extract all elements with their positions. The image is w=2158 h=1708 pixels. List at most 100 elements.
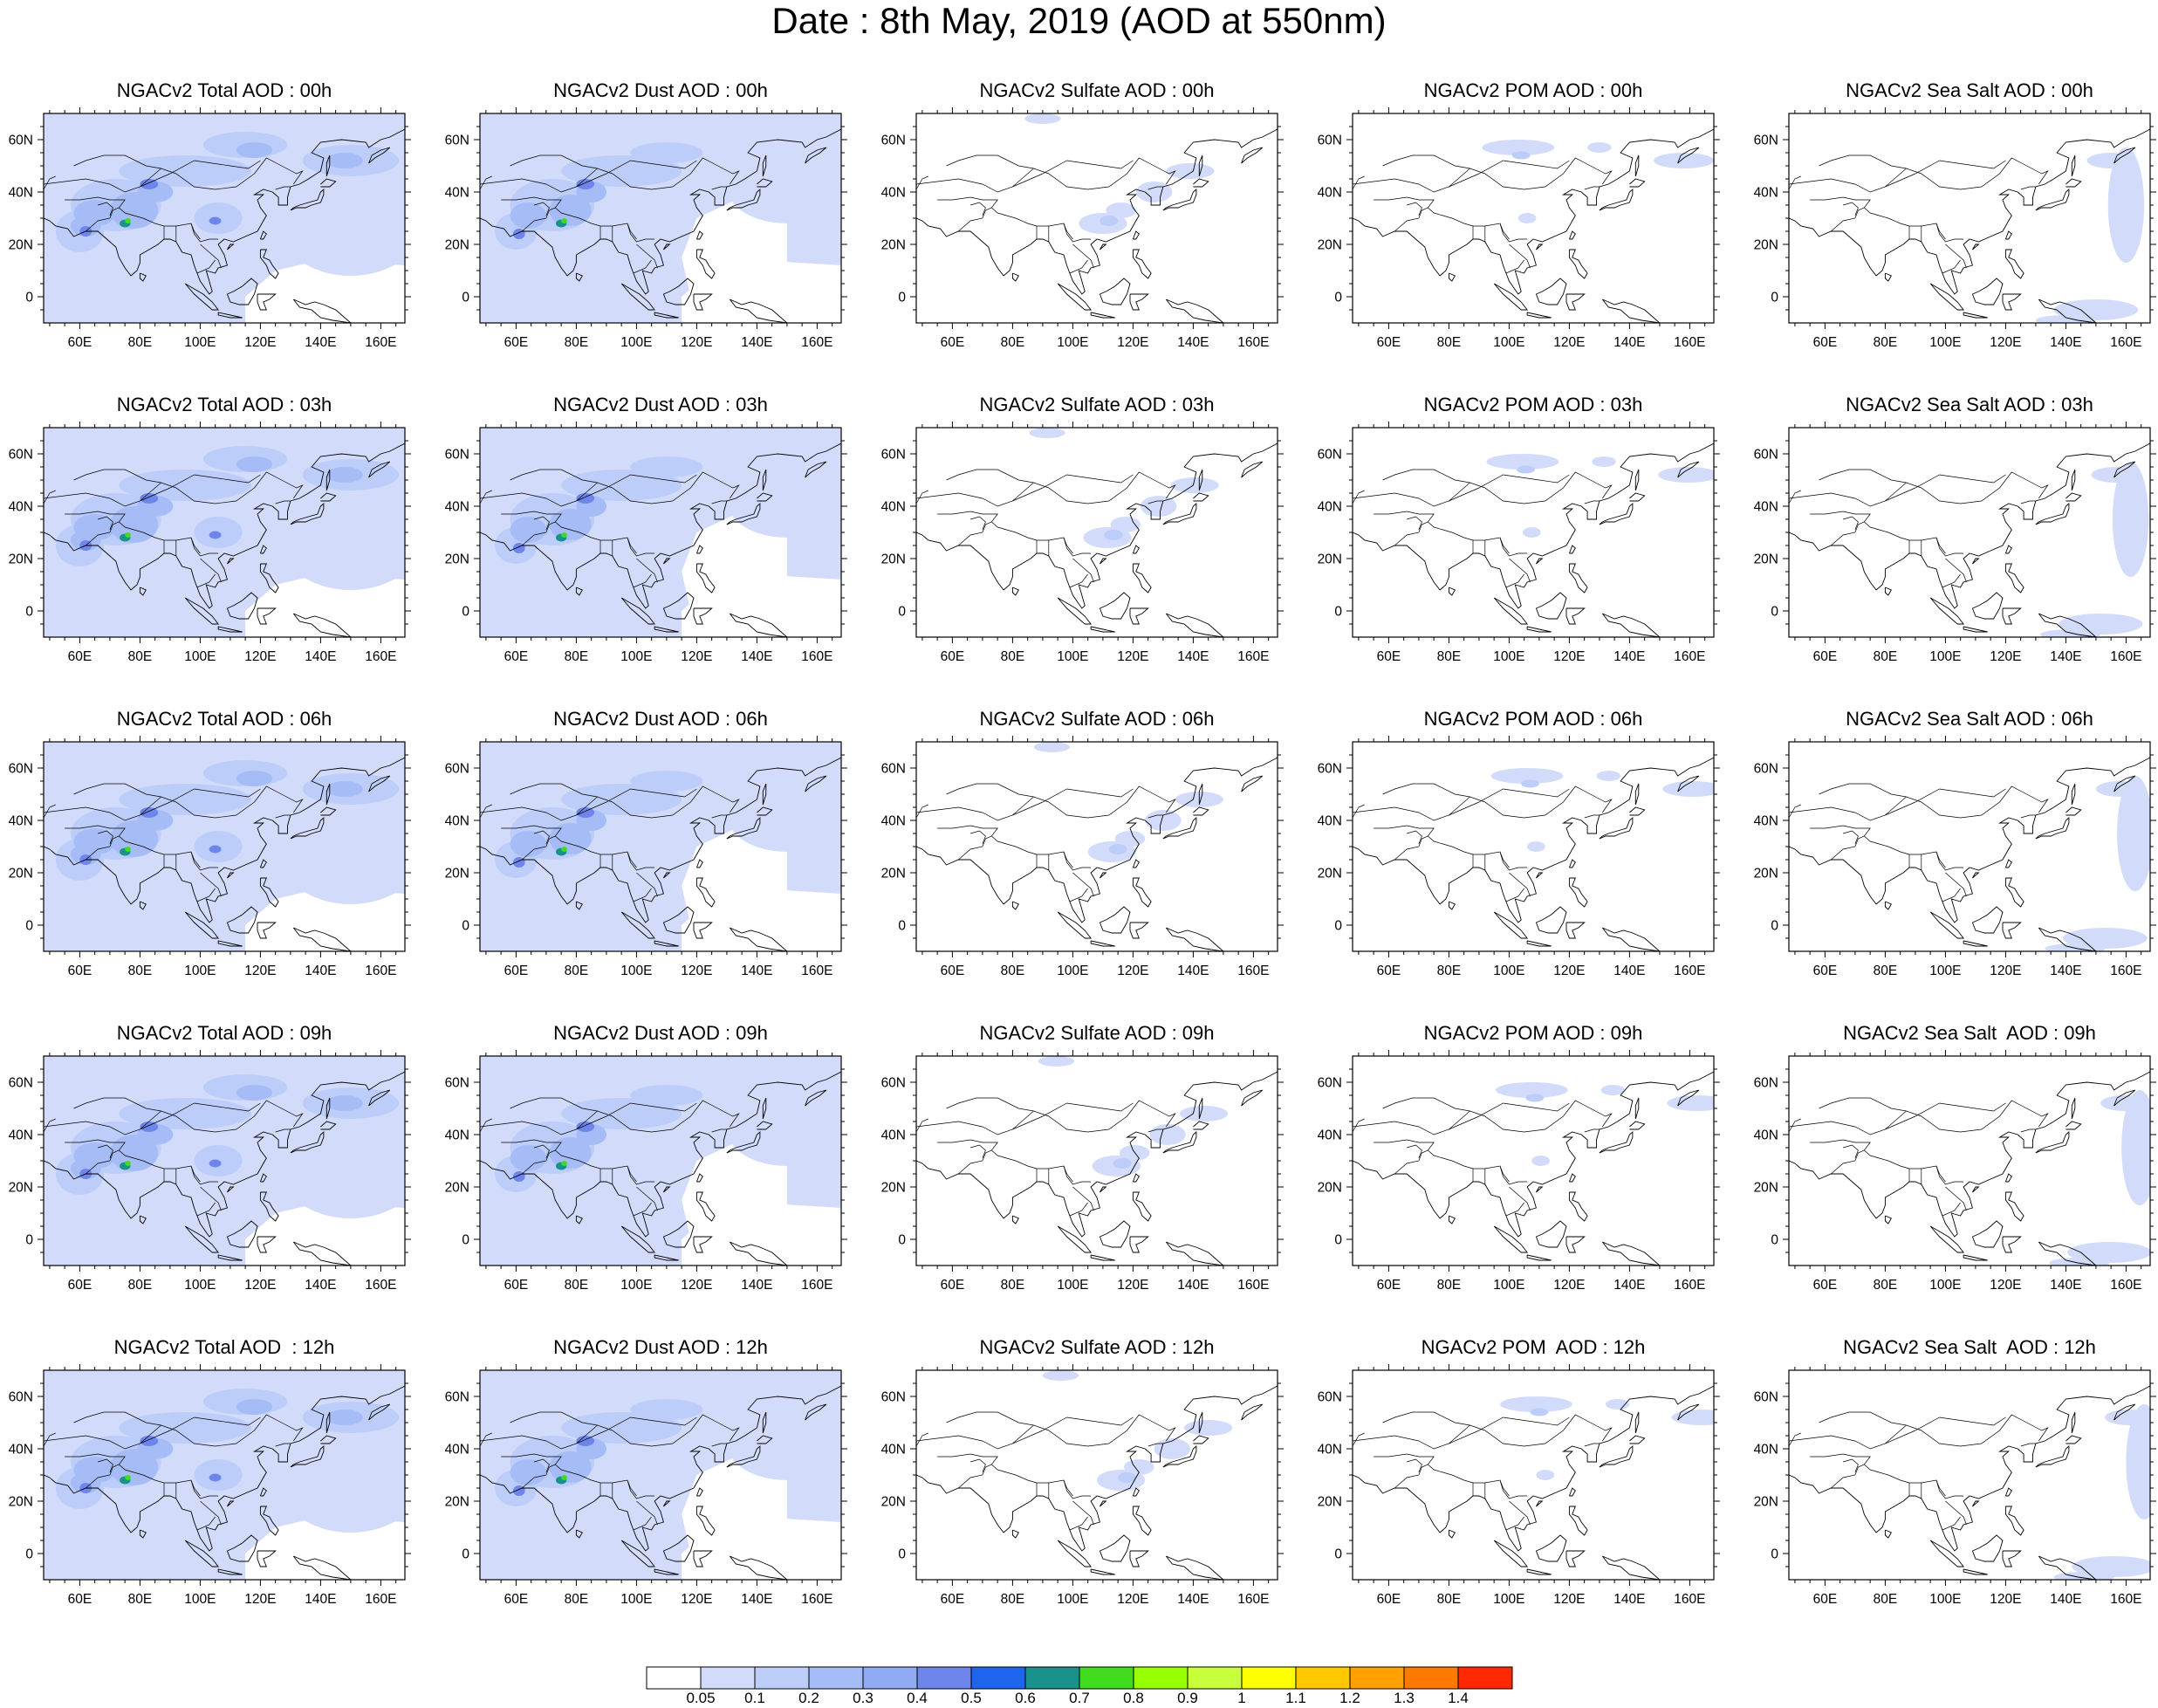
lon-tick-label: 80E (1437, 964, 1462, 978)
coastline (1241, 1403, 1264, 1421)
aod-plume (119, 1412, 252, 1444)
lat-tick-label: 20N (445, 1495, 469, 1510)
country-border (275, 1443, 291, 1447)
aod-plume (1527, 841, 1545, 852)
aod-clear-region (682, 1454, 787, 1580)
lon-tick-label: 120E (244, 1278, 276, 1293)
aod-plume (1106, 202, 1136, 218)
coastline (290, 1131, 325, 1154)
country-border (1819, 1097, 1907, 1112)
country-border (633, 259, 652, 274)
coastline (726, 1445, 761, 1468)
coastline (1526, 1254, 1552, 1261)
coastline (1884, 1215, 1892, 1224)
aod-plume (236, 142, 273, 158)
lat-tick-label: 0 (1771, 1233, 1778, 1248)
coastline (259, 545, 267, 554)
country-border (480, 1100, 740, 1135)
coastline (729, 613, 788, 637)
aod-plume (1517, 465, 1535, 474)
coastline (227, 1186, 235, 1193)
aod-plume (549, 1451, 592, 1483)
lat-tick-label: 60N (1754, 1390, 1778, 1405)
lon-tick-label: 140E (741, 649, 772, 664)
country-border (711, 1443, 727, 1447)
country-border (991, 1149, 1073, 1183)
country-border (916, 785, 1176, 821)
lon-tick-label: 60E (1813, 1592, 1838, 1607)
aod-plume (125, 532, 132, 538)
country-border (119, 1149, 201, 1183)
country-border (1505, 1202, 1524, 1217)
aod-plume (1154, 1438, 1190, 1459)
coastline (1198, 783, 1203, 806)
coastline (292, 1241, 352, 1266)
aod-map: 60E 80E 100E 120E 140E 160E 60N 40N 20N 0 (1754, 1050, 2156, 1293)
lat-tick-label: 60N (1318, 1076, 1342, 1091)
country-border (946, 154, 1034, 169)
country-border (1148, 500, 1163, 504)
country-border (1935, 1479, 1964, 1499)
lon-tick-label: 80E (565, 1278, 589, 1293)
coastline (2071, 783, 2076, 806)
lon-tick-label: 140E (741, 335, 772, 350)
coastline (762, 469, 767, 491)
coastline (654, 626, 679, 633)
coastline (2066, 492, 2082, 502)
lat-tick-label: 0 (25, 291, 33, 305)
country-border (196, 573, 216, 588)
country-border (1942, 259, 1961, 274)
coastline (729, 1555, 788, 1580)
coastline (259, 859, 267, 868)
lat-tick-label: 40N (881, 814, 906, 829)
coastline (1677, 147, 1700, 164)
lon-tick-label: 140E (1177, 335, 1209, 350)
coastline (2004, 249, 2024, 279)
country-border (1864, 835, 1946, 868)
country-border (937, 1139, 998, 1175)
coastline (259, 1173, 267, 1183)
aod-map: 60E 80E 100E 120E 140E 160E 60N 40N 20N 0 (9, 107, 411, 350)
panel-title: NGACv2 Total AOD : 03h (116, 394, 332, 415)
country-border (200, 1186, 222, 1211)
coastline (1535, 278, 1567, 305)
coastline (1011, 586, 1019, 596)
map-panel: NGACv2 POM AOD : 09h 60E 80E 100E 120E 140E 16… (1314, 1023, 1750, 1337)
aod-plume (140, 493, 159, 504)
aod-plume (1145, 810, 1182, 831)
lon-tick-label: 60E (1377, 335, 1401, 350)
lon-tick-label: 100E (1929, 649, 1961, 664)
lon-tick-label: 120E (1117, 964, 1148, 978)
coastline (1972, 558, 1980, 565)
map-frame (1788, 427, 2151, 638)
coastline (2038, 298, 2097, 323)
lat-tick-label: 0 (1334, 919, 1342, 934)
coastline (1241, 147, 1264, 164)
country-border (1382, 154, 1470, 169)
coastline (44, 128, 405, 295)
lat-tick-label: 60N (9, 1390, 33, 1405)
aod-plume (1500, 1396, 1572, 1412)
aod-clear-region (682, 197, 787, 323)
country-border (1945, 244, 1967, 269)
country-border (1374, 1139, 1435, 1175)
country-border (44, 490, 56, 504)
aod-plume (119, 1098, 252, 1129)
coastline (1132, 545, 1140, 554)
lat-tick-label: 0 (1771, 919, 1778, 934)
coastline (1057, 597, 1093, 625)
aod-clear-region (682, 826, 787, 951)
lat-tick-label: 40N (1318, 500, 1342, 515)
coastline (2004, 545, 2012, 554)
country-border (946, 1097, 1034, 1112)
panel-title: NGACv2 Sea Salt AOD : 03h (1846, 394, 2093, 415)
coastline (1535, 1220, 1567, 1248)
lon-tick-label: 160E (2110, 649, 2141, 664)
aod-map: 60E 80E 100E 120E 140E 160E 60N 40N 20N 0 (445, 422, 847, 664)
coastline (1132, 877, 1152, 908)
lon-tick-label: 160E (1237, 964, 1269, 978)
aod-plume (125, 218, 132, 223)
lon-tick-label: 100E (184, 1592, 216, 1607)
country-border (1063, 537, 1092, 557)
